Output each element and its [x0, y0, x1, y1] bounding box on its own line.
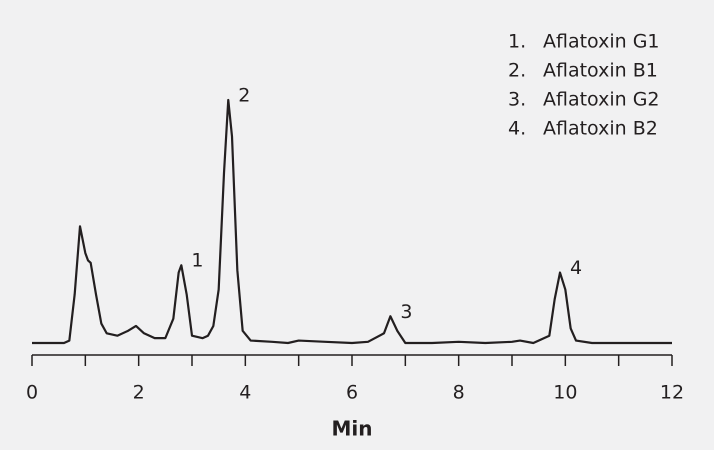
x-tick-label: 8 — [453, 382, 465, 404]
legend-number: 2. — [508, 60, 526, 82]
legend-number: 4. — [508, 118, 526, 140]
chromatogram-trace — [32, 98, 672, 345]
x-tick-label: 4 — [239, 382, 251, 404]
peak-label: 4 — [570, 257, 582, 279]
legend-name: Aflatoxin B1 — [543, 60, 658, 82]
legend-number: 3. — [508, 89, 526, 111]
x-tick-label: 12 — [660, 382, 684, 404]
peak-label: 2 — [238, 85, 250, 107]
peak-label: 1 — [191, 250, 203, 272]
x-tick-label: 0 — [26, 382, 38, 404]
legend-name: Aflatoxin B2 — [543, 118, 658, 140]
legend-name: Aflatoxin G1 — [543, 31, 660, 53]
x-axis-label: Min — [332, 417, 373, 441]
peak-label: 3 — [400, 301, 412, 323]
legend-number: 1. — [508, 31, 526, 53]
x-tick-label: 6 — [346, 382, 358, 404]
x-tick-label: 10 — [553, 382, 577, 404]
legend-name: Aflatoxin G2 — [543, 89, 660, 111]
x-tick-label: 2 — [133, 382, 145, 404]
